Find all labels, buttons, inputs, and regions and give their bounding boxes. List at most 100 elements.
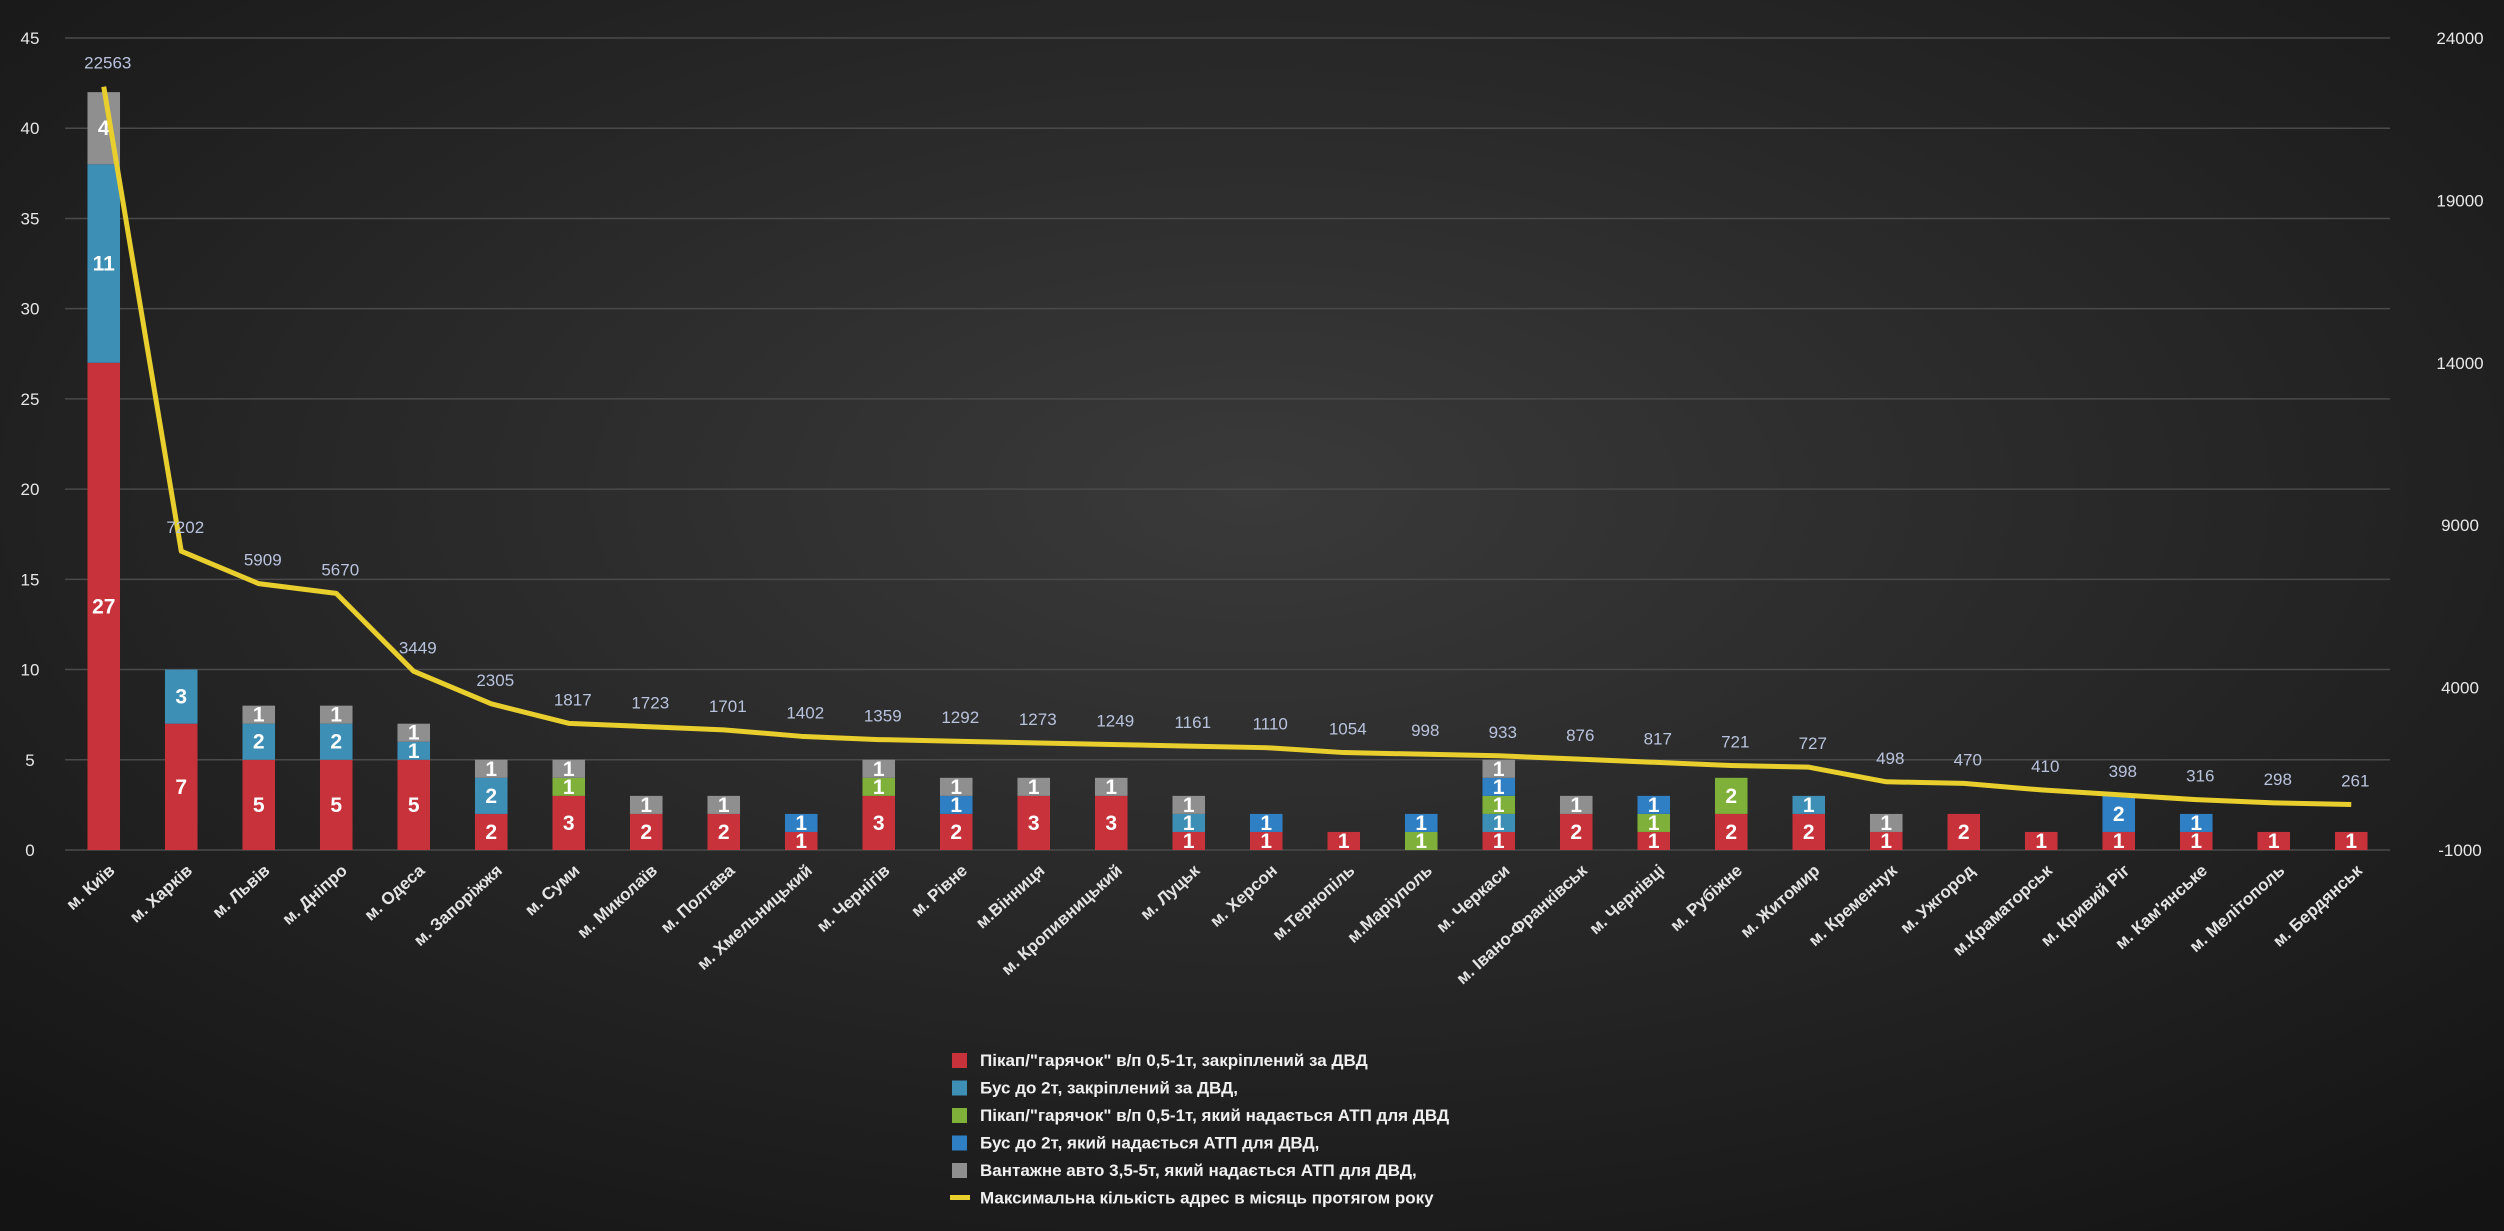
bar-segment bbox=[1869, 831, 1903, 850]
bar-segment-label: 1 bbox=[330, 704, 342, 727]
bar-segment bbox=[2024, 831, 2058, 850]
right-axis: -1000 4000 9000 14000 19000 24000 bbox=[2436, 29, 2483, 860]
bar-segment-label: 1 bbox=[1183, 830, 1195, 853]
line-data-label: 1110 bbox=[1253, 715, 1288, 734]
bar-segment bbox=[1714, 813, 1748, 850]
bar-segment bbox=[939, 795, 973, 814]
line-data-label: 2305 bbox=[476, 671, 514, 690]
bar-segment bbox=[164, 669, 198, 724]
bar-segment-label: 1 bbox=[1183, 794, 1195, 817]
bar-segment bbox=[397, 741, 431, 760]
line-data-label: 1161 bbox=[1174, 713, 1211, 732]
legend: Пікап/"гарячок" в/п 0,5-1т, закріплений … bbox=[950, 1051, 1449, 1208]
bar-segment bbox=[397, 759, 431, 850]
legend-swatch bbox=[952, 1108, 967, 1123]
bar-segment bbox=[552, 777, 586, 796]
line-data-label: 1359 bbox=[864, 707, 902, 726]
legend-swatch bbox=[952, 1080, 967, 1096]
bar-segment-label: 3 bbox=[1105, 812, 1117, 835]
bar-segment-label: 1 bbox=[2190, 812, 2202, 835]
line-data-label: 5909 bbox=[244, 551, 282, 570]
left-tick-label: 10 bbox=[21, 661, 40, 680]
bar-segment-label: 11 bbox=[93, 253, 116, 276]
legend-entry: Бус до 2т, який надається АТП для ДВД, bbox=[980, 1134, 1319, 1153]
left-tick-label: 5 bbox=[25, 751, 34, 770]
line-data-label: 7202 bbox=[166, 518, 204, 537]
bar-segment bbox=[319, 705, 353, 724]
bar-segment bbox=[1249, 813, 1283, 832]
bar-segment-label: 1 bbox=[1648, 830, 1660, 853]
line-data-label: 1273 bbox=[1019, 710, 1057, 729]
legend-entry: Вантажне авто 3,5-5т, який надається АТП… bbox=[980, 1161, 1417, 1180]
line-data-label: 3449 bbox=[399, 638, 437, 657]
bar-segment-label: 1 bbox=[1183, 812, 1195, 835]
bar-segment-label: 1 bbox=[1493, 794, 1505, 817]
bar-segment-label: 1 bbox=[1493, 830, 1505, 853]
bar-segment bbox=[1094, 777, 1128, 796]
bar-segment bbox=[1094, 795, 1128, 850]
bar-segment-label: 1 bbox=[1803, 794, 1815, 817]
bar-segment bbox=[1482, 759, 1516, 778]
bar-segment bbox=[1404, 831, 1438, 850]
bar-segment-label: 1 bbox=[1105, 776, 1117, 799]
bar-segment-label: 1 bbox=[1570, 794, 1582, 817]
bar-segment bbox=[1249, 831, 1283, 850]
bar-segment-label: 5 bbox=[253, 794, 265, 817]
bar-segment bbox=[552, 759, 586, 778]
right-tick-label: 14000 bbox=[2436, 354, 2483, 373]
bar-segment-label: 2 bbox=[2113, 803, 2125, 826]
bar-segment bbox=[1482, 777, 1516, 796]
bar-segment bbox=[862, 759, 896, 778]
left-tick-label: 30 bbox=[21, 300, 40, 319]
left-tick-label: 25 bbox=[21, 390, 40, 409]
legend-entry: Пікап/"гарячок" в/п 0,5-1т, який надаєть… bbox=[980, 1106, 1449, 1125]
bar-segment-label: 1 bbox=[1415, 812, 1427, 835]
bar-segment-label: 1 bbox=[795, 830, 807, 853]
bar-segment bbox=[939, 813, 973, 850]
bar-segment-label: 5 bbox=[330, 794, 342, 817]
bar-segment bbox=[2179, 813, 2213, 832]
bar-segment-label: 1 bbox=[1493, 758, 1505, 781]
bar-segment bbox=[1714, 777, 1748, 814]
left-tick-label: 35 bbox=[21, 209, 40, 228]
bar-segment bbox=[1559, 813, 1593, 850]
bar-segment-label: 1 bbox=[1338, 830, 1350, 853]
bar-segment bbox=[1792, 795, 1826, 814]
bar-segment-label: 1 bbox=[1415, 830, 1427, 853]
bar-segment-label: 1 bbox=[563, 758, 575, 781]
legend-swatch bbox=[952, 1135, 967, 1151]
line-data-label: 470 bbox=[1954, 750, 1982, 769]
bar-segment bbox=[87, 362, 121, 850]
bar-segment-label: 1 bbox=[1260, 830, 1272, 853]
bar-segment-label: 1 bbox=[640, 794, 652, 817]
bar-segment bbox=[474, 813, 508, 850]
right-tick-label: 19000 bbox=[2436, 191, 2483, 210]
line-data-label: 721 bbox=[1721, 733, 1749, 752]
bar-segment bbox=[319, 723, 353, 760]
bar-segment bbox=[862, 777, 896, 796]
bar-segment bbox=[2179, 831, 2213, 850]
bar-segment bbox=[164, 723, 198, 850]
left-tick-label: 0 bbox=[25, 841, 34, 860]
line-data-label: 298 bbox=[2264, 770, 2292, 789]
bar-segment bbox=[2102, 795, 2136, 832]
bar-segment-label: 1 bbox=[950, 776, 962, 799]
bar-segment bbox=[2102, 831, 2136, 850]
line-data-label: 1817 bbox=[554, 690, 592, 709]
line-data-label: 933 bbox=[1489, 723, 1517, 742]
bar-segment bbox=[629, 813, 663, 850]
bar-segment-label: 1 bbox=[1493, 776, 1505, 799]
bar-segment-label: 2 bbox=[485, 821, 497, 844]
legend-swatch bbox=[952, 1163, 967, 1178]
bar-segment bbox=[87, 164, 121, 363]
bar-segment-label: 2 bbox=[1725, 785, 1737, 808]
bar-segment-label: 2 bbox=[1725, 821, 1737, 844]
line-data-label: 817 bbox=[1644, 729, 1672, 748]
bar-segment-label: 3 bbox=[175, 686, 187, 709]
bar-segment bbox=[1792, 813, 1826, 850]
bar-segment bbox=[1947, 813, 1981, 850]
bar-segment bbox=[707, 795, 741, 814]
